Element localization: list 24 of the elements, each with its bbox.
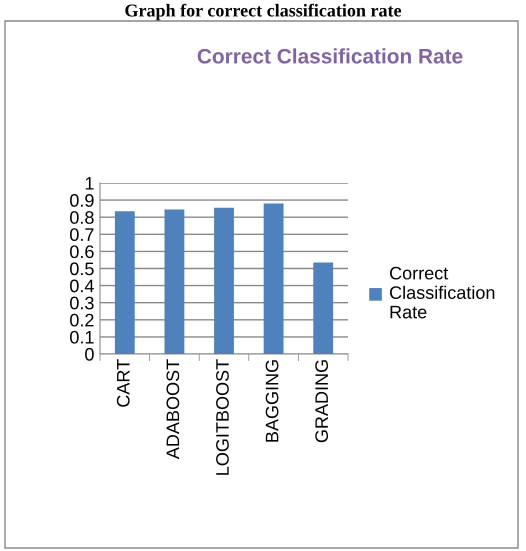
x-tick-label: CART (116, 359, 130, 407)
bar (264, 204, 284, 354)
y-tick-label: 1 (86, 177, 94, 190)
y-tick-label: 0.8 (70, 211, 94, 224)
chart-subtitle: Correct Classification Rate (198, 48, 462, 64)
y-tick-label: 0.1 (70, 330, 94, 344)
y-tick-label: 0 (85, 348, 94, 361)
chart-title: Graph for correct classification rate (125, 4, 402, 20)
bar (214, 208, 234, 354)
y-tick-label: 0.7 (70, 228, 94, 242)
bar (164, 210, 184, 354)
bar (313, 262, 334, 354)
y-tick-label: 0.2 (70, 314, 94, 327)
y-tick-label: 0.4 (70, 280, 94, 292)
y-tick-label: 0.5 (70, 262, 94, 276)
y-tick-label: 0.9 (70, 194, 94, 207)
y-tick-label: 0.6 (70, 245, 94, 258)
bar (114, 211, 135, 354)
x-tick-label: BAGGING (266, 360, 278, 442)
x-tick-label: GRADING (315, 360, 328, 442)
y-tick-label: 0.3 (70, 296, 94, 310)
x-tick-label: LOGITBOOST (216, 359, 229, 475)
x-tick-label: ADABOOST (166, 359, 180, 460)
legend-label: Correct Classification Rate (390, 266, 494, 318)
